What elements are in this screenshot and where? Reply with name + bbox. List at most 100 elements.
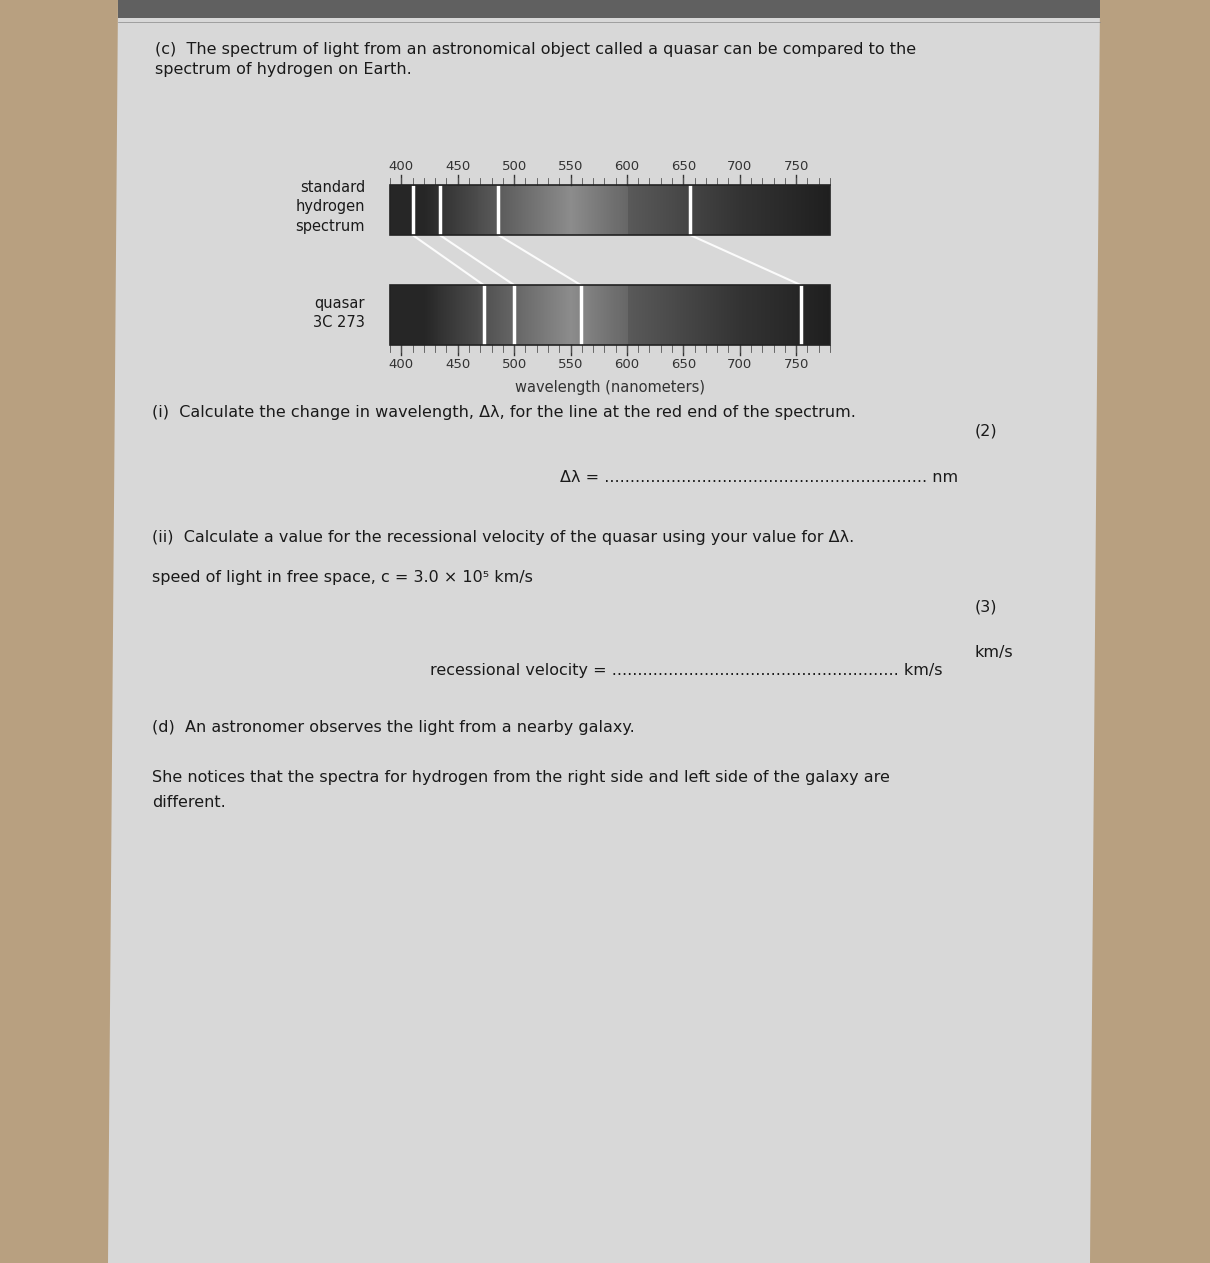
Bar — [722, 184, 725, 235]
Bar — [594, 285, 595, 345]
Bar — [704, 285, 705, 345]
Bar — [691, 184, 692, 235]
Bar — [401, 285, 402, 345]
Bar — [776, 184, 777, 235]
Bar — [819, 184, 822, 235]
Bar — [739, 184, 741, 235]
Bar — [745, 285, 747, 345]
Bar — [736, 285, 738, 345]
Bar — [555, 285, 557, 345]
Bar — [722, 285, 725, 345]
Bar — [784, 285, 786, 345]
Bar — [727, 184, 728, 235]
Bar — [609, 285, 610, 345]
Bar — [514, 285, 517, 345]
Bar — [529, 285, 531, 345]
Bar — [410, 285, 411, 345]
Bar — [553, 285, 554, 345]
Bar — [572, 184, 574, 235]
Bar — [541, 184, 542, 235]
Bar — [782, 285, 783, 345]
Bar — [511, 285, 512, 345]
Bar — [711, 184, 713, 235]
Bar — [390, 184, 830, 235]
Bar — [708, 285, 710, 345]
Bar — [796, 285, 797, 345]
Bar — [670, 184, 672, 235]
Text: 500: 500 — [501, 357, 526, 371]
Bar — [666, 184, 667, 235]
Bar — [390, 285, 392, 345]
Bar — [795, 184, 796, 235]
Bar — [823, 285, 824, 345]
Bar — [546, 285, 547, 345]
Bar — [656, 184, 657, 235]
Bar — [780, 285, 782, 345]
Bar — [416, 184, 417, 235]
Bar — [483, 184, 484, 235]
Bar — [779, 184, 780, 235]
Bar — [663, 285, 664, 345]
Bar — [449, 285, 450, 345]
Text: 400: 400 — [388, 357, 414, 371]
Bar — [390, 184, 392, 235]
Bar — [486, 184, 489, 235]
Text: quasar
3C 273: quasar 3C 273 — [313, 296, 365, 331]
Bar — [825, 285, 828, 345]
Bar — [643, 184, 644, 235]
Bar — [801, 184, 802, 235]
Bar — [812, 285, 814, 345]
Bar — [707, 184, 708, 235]
Bar — [494, 285, 496, 345]
Bar — [755, 184, 756, 235]
Bar — [409, 184, 410, 235]
Bar — [588, 285, 589, 345]
Bar — [638, 184, 639, 235]
Bar — [748, 285, 749, 345]
Bar — [802, 184, 803, 235]
Bar — [684, 285, 685, 345]
Bar — [512, 184, 513, 235]
Bar — [605, 184, 607, 235]
Bar — [424, 184, 425, 235]
Bar — [478, 285, 479, 345]
Bar — [611, 184, 613, 235]
Bar — [600, 285, 601, 345]
Bar — [824, 184, 825, 235]
Bar — [693, 285, 695, 345]
Bar — [586, 285, 587, 345]
Bar — [491, 285, 492, 345]
Bar — [684, 184, 685, 235]
Bar — [811, 184, 812, 235]
Bar — [427, 285, 428, 345]
Bar — [646, 285, 649, 345]
Bar — [734, 184, 736, 235]
Text: wavelength (nanometers): wavelength (nanometers) — [515, 380, 705, 395]
Bar — [615, 184, 616, 235]
Bar — [563, 285, 565, 345]
Bar — [652, 285, 653, 345]
Bar — [657, 184, 658, 235]
Bar — [760, 184, 761, 235]
Bar — [672, 285, 673, 345]
Bar — [773, 285, 774, 345]
Text: standard
hydrogen
spectrum: standard hydrogen spectrum — [295, 179, 365, 235]
Bar — [409, 285, 410, 345]
Bar — [621, 184, 622, 235]
Bar — [589, 184, 590, 235]
Bar — [541, 285, 542, 345]
Bar — [396, 285, 397, 345]
Bar — [761, 285, 762, 345]
Bar — [797, 184, 799, 235]
Bar — [417, 285, 420, 345]
Bar — [617, 285, 618, 345]
Bar — [741, 285, 742, 345]
Bar — [622, 184, 623, 235]
Bar — [828, 285, 829, 345]
Bar — [544, 184, 546, 235]
Bar — [440, 184, 442, 235]
Bar — [809, 285, 811, 345]
Bar — [728, 285, 731, 345]
Bar — [771, 184, 773, 235]
Bar — [399, 285, 401, 345]
